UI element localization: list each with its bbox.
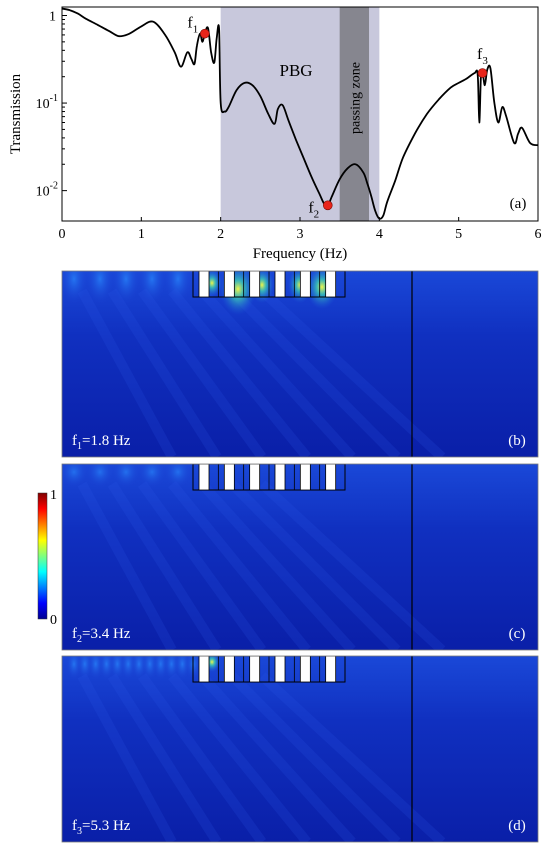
scatterer — [325, 656, 337, 683]
scatterer — [198, 271, 210, 298]
y-axis-ticks: 1 10-1 10-2 — [36, 9, 67, 200]
wave-streak — [77, 481, 177, 650]
x-tick-label: 1 — [138, 227, 145, 242]
wave-lobe — [138, 464, 166, 488]
wave-streak — [198, 287, 356, 457]
wave-streak — [77, 673, 177, 842]
panel-label-c: (c) — [509, 626, 526, 642]
scatterer — [223, 464, 235, 491]
field-maps: f1=1.8 Hz (b) f2=3.4 Hz (c) f3=5.3 Hz (d) — [61, 270, 539, 843]
scatterer — [325, 464, 337, 491]
wave-lobe — [62, 271, 88, 305]
wave-streak — [228, 287, 401, 457]
region-label-pbg: PBG — [279, 61, 312, 80]
marker-label-f2: f2 — [308, 199, 319, 220]
chart-regions: PBG passing zone — [220, 7, 380, 221]
scatterer — [274, 271, 286, 298]
scatterer — [299, 464, 311, 491]
x-tick-label: 2 — [217, 227, 224, 242]
panel-label-d: (d) — [508, 818, 526, 834]
field-map-b: f1=1.8 Hz (b) — [61, 270, 539, 458]
wave-streak — [137, 288, 267, 457]
x-tick-label: 0 — [59, 227, 66, 242]
x-tick-label: 4 — [376, 227, 383, 242]
wave-lobe — [62, 464, 88, 488]
marker-label-f1: f1 — [187, 15, 198, 36]
colorbar: 1 0 — [37, 488, 57, 628]
scatterer — [274, 464, 286, 491]
colorbar-min-label: 0 — [50, 613, 57, 628]
wave-streak — [107, 673, 222, 842]
x-tick-label: 6 — [535, 227, 542, 242]
transmission-chart: PBG passing zone 0 1 2 3 4 5 6 1 10-1 10-2 f1 f2 f3… — [8, 6, 542, 262]
wave-streak — [137, 481, 267, 650]
field-background — [62, 464, 538, 650]
region-passing-zone — [339, 7, 370, 221]
y-tick-label: 1 — [49, 9, 56, 24]
colorbar-max-label: 1 — [50, 488, 57, 503]
field-map-frame — [61, 463, 539, 651]
scatterer — [249, 271, 261, 298]
field-map-c: f2=3.4 Hz (c) — [61, 463, 539, 651]
y-tick-label: 10-2 — [36, 181, 58, 200]
marker-f2 — [322, 200, 333, 211]
wave-streak — [168, 672, 311, 842]
field-map-caption: f3=5.3 Hz — [72, 818, 131, 837]
wave-lobe — [164, 464, 192, 488]
x-tick-label: 5 — [455, 227, 462, 242]
scatterer — [198, 656, 210, 683]
field-map-frame — [61, 270, 539, 458]
wave-lobe — [112, 464, 140, 488]
scatterer — [299, 656, 311, 683]
wave-lobe — [86, 464, 114, 488]
marker-f3 — [477, 68, 488, 78]
region-label-passing-zone: passing zone — [348, 62, 363, 134]
x-axis-label: Frequency (Hz) — [253, 246, 348, 262]
wave-lobe — [112, 271, 140, 305]
field-background — [62, 656, 538, 842]
field-map-caption: f1=1.8 Hz — [72, 433, 131, 452]
scatterer — [223, 656, 235, 683]
wave-streak — [107, 288, 222, 457]
frequency-markers: f1 f2 f3 — [187, 15, 488, 221]
marker-f1 — [200, 28, 210, 39]
wave-streak — [77, 288, 177, 457]
scatterer — [249, 464, 261, 491]
panel-label-a: (a) — [510, 196, 527, 212]
wave-streak — [228, 672, 401, 842]
scatterer — [198, 464, 210, 491]
wave-streak — [168, 480, 311, 650]
wave-lobe — [86, 271, 114, 305]
scatterer — [274, 656, 286, 683]
scatterer — [299, 271, 311, 298]
wave-streak — [137, 673, 267, 842]
wave-lobe — [164, 271, 192, 305]
y-axis-label: Transmission — [8, 73, 24, 154]
wave-streak — [198, 480, 356, 650]
scatterer — [223, 271, 235, 298]
y-tick-label: 10-1 — [36, 93, 58, 112]
field-map-caption: f2=3.4 Hz — [72, 626, 131, 645]
wave-lobe — [138, 271, 166, 305]
marker-label-f3: f3 — [477, 46, 488, 67]
scatterer — [325, 271, 337, 298]
x-tick-label: 3 — [297, 227, 304, 242]
field-map-frame — [61, 655, 539, 843]
colorbar-bar — [37, 492, 48, 620]
scatterer — [249, 656, 261, 683]
wave-streak — [168, 287, 311, 457]
field-map-d: f3=5.3 Hz (d) — [61, 655, 539, 843]
wave-streak — [107, 481, 222, 650]
panel-label-b: (b) — [508, 433, 526, 449]
wave-streak — [198, 672, 356, 842]
wave-streak — [228, 480, 401, 650]
